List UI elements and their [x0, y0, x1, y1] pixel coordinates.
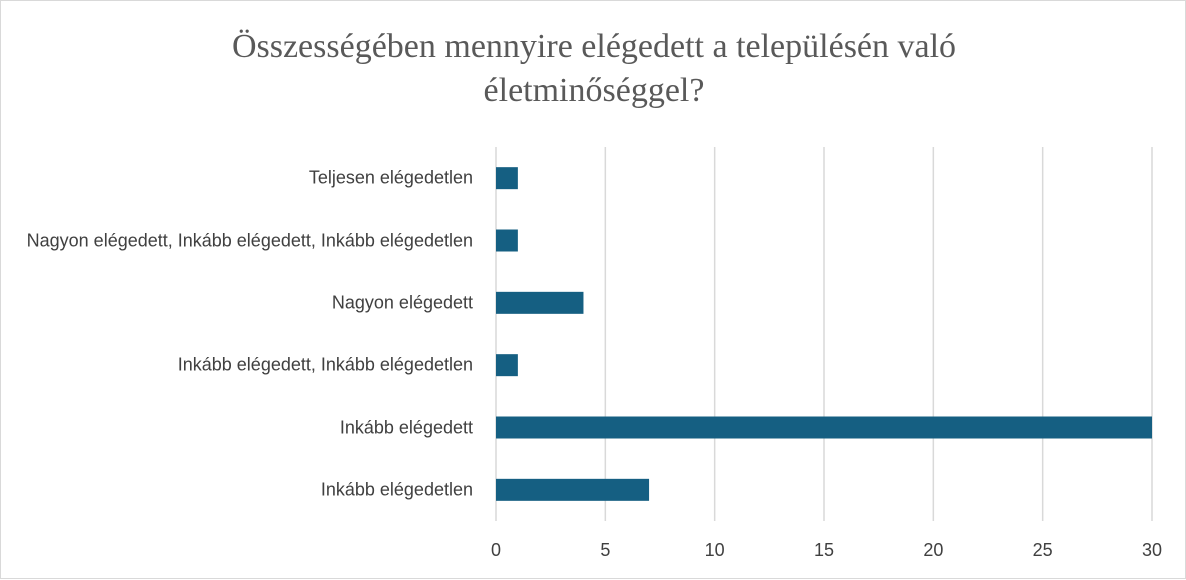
bar [496, 291, 584, 314]
y-tick-label: Nagyon elégedett [331, 292, 473, 313]
y-tick-label: Inkább elégedett [339, 417, 473, 437]
chart-title: Összességében mennyire elégedett a telep… [231, 28, 957, 109]
bar [496, 354, 518, 377]
y-tick-label: Inkább elégedett, Inkább elégedetlen [177, 354, 473, 375]
x-tick-label: 20 [923, 540, 943, 560]
x-tick-label: 25 [1033, 540, 1053, 560]
y-tick-label: Inkább elégedetlen [320, 479, 473, 500]
y-tick-label: Nagyon elégedett, Inkább elégedett, Inká… [26, 230, 473, 250]
x-tick-label: 0 [491, 540, 501, 560]
y-tick-label: Teljesen elégedetlen [308, 167, 473, 188]
x-tick-label: 30 [1142, 540, 1162, 560]
x-tick-label: 15 [814, 540, 834, 560]
x-tick-label: 10 [705, 540, 725, 560]
x-tick-label: 5 [600, 540, 610, 560]
bar [496, 167, 518, 190]
bar [496, 416, 1152, 439]
bar [496, 229, 518, 252]
bar [496, 478, 650, 501]
